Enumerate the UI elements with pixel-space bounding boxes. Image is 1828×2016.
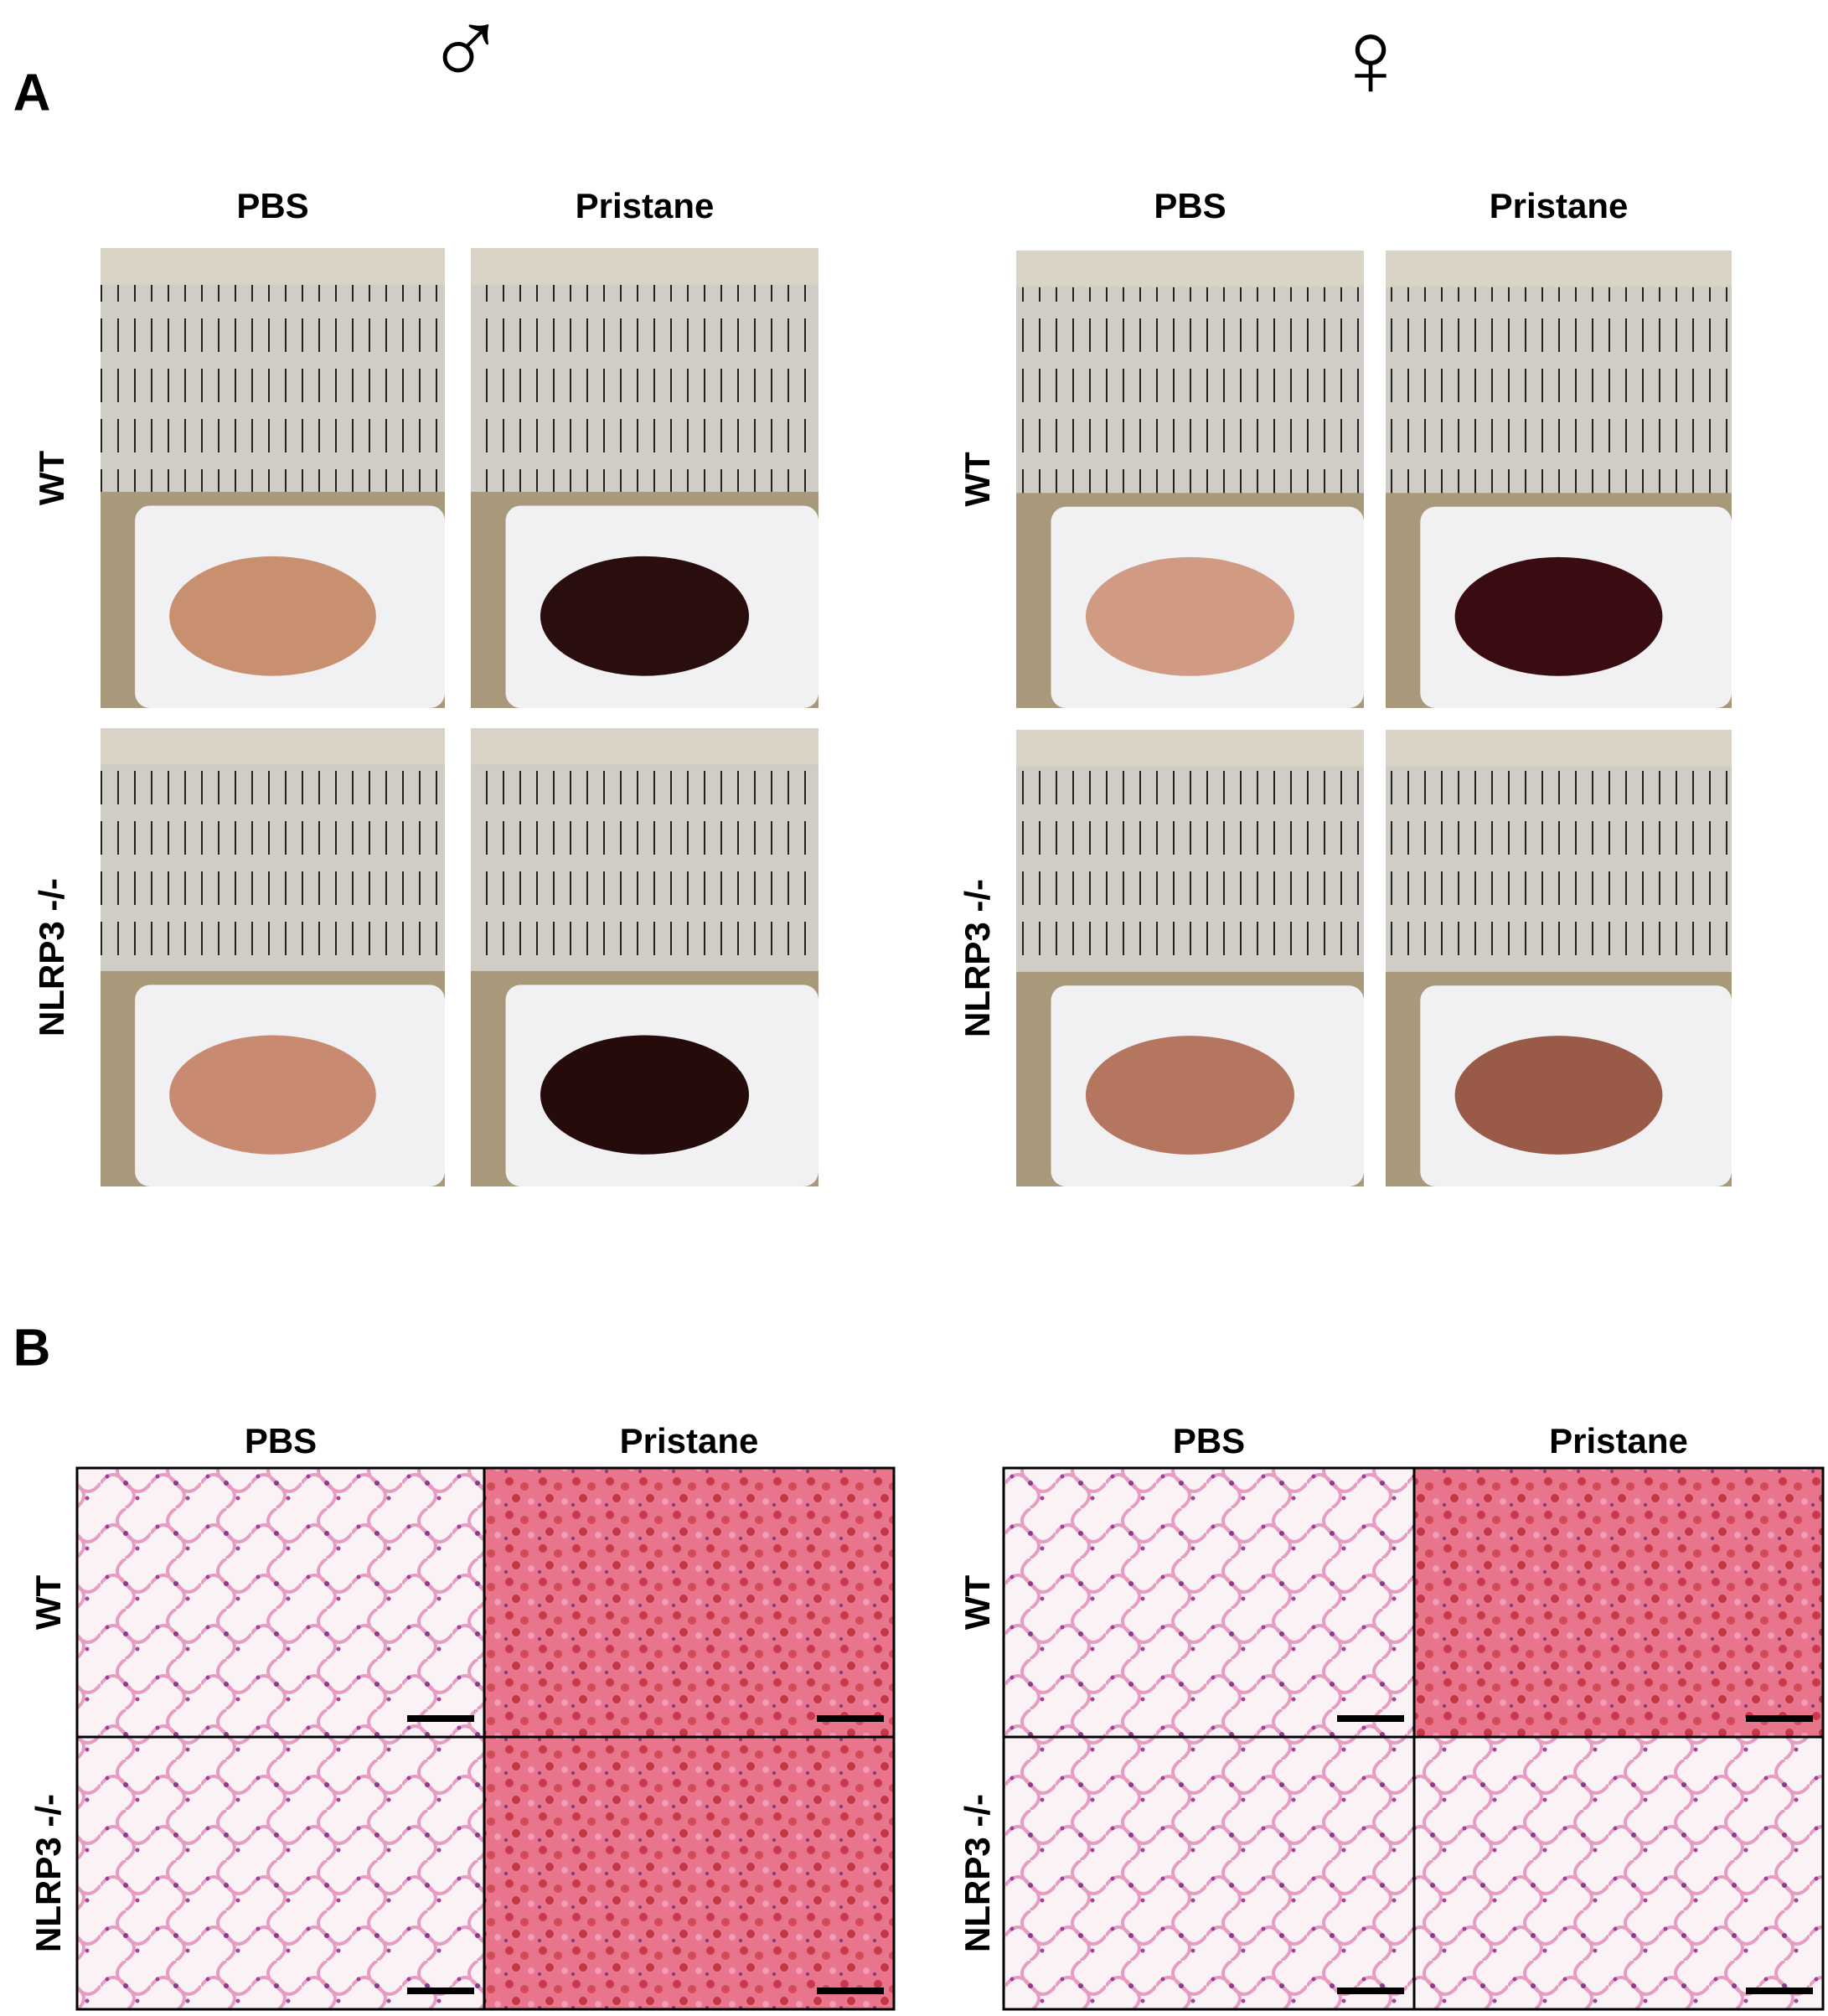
ruler-top: [471, 728, 818, 765]
ruler-top: [1016, 251, 1364, 287]
panel-label: B: [13, 1319, 51, 1377]
histology-image: [1412, 1735, 1825, 2011]
organ-photo: [1386, 251, 1732, 708]
histology-image: [483, 1466, 896, 1739]
ruler-top: [101, 728, 445, 765]
organ-photo: [471, 728, 818, 1186]
ruler-top: [471, 248, 818, 285]
column-header: Pristane: [1549, 1421, 1688, 1460]
organ: [1454, 556, 1663, 676]
row-label: NLRP3 -/-: [958, 1794, 997, 1952]
ruler-top: [1386, 251, 1732, 287]
organ: [540, 1035, 749, 1155]
ruler: [471, 284, 818, 492]
histology-image: [1002, 1466, 1416, 1739]
organ-photo: [1016, 251, 1364, 708]
organ-photo: [471, 248, 818, 708]
histology-image: [75, 1735, 486, 2011]
organ: [540, 556, 749, 676]
histology-image: [75, 1466, 486, 1739]
row-label: WT: [32, 451, 71, 506]
panel-label: A: [13, 64, 51, 121]
organ-photo: [1016, 730, 1364, 1186]
ruler: [471, 764, 818, 971]
row-label: WT: [28, 1575, 68, 1631]
organ: [1454, 1036, 1663, 1155]
column-header: Pristane: [620, 1421, 759, 1460]
organ-photo: [1386, 730, 1732, 1186]
sex-symbol: ♀: [1330, 0, 1412, 119]
organ: [1086, 1036, 1294, 1155]
sex-symbol: ♂: [425, 0, 507, 109]
organ-photo: [101, 248, 445, 708]
organ: [1086, 556, 1294, 676]
column-header: Pristane: [576, 186, 715, 225]
row-label: WT: [958, 452, 997, 507]
organ-photo: [101, 728, 445, 1186]
row-label: NLRP3 -/-: [28, 1794, 68, 1952]
row-label: NLRP3 -/-: [958, 879, 997, 1037]
organ: [169, 556, 376, 676]
ruler: [1386, 766, 1732, 972]
row-label: NLRP3 -/-: [32, 878, 71, 1036]
row-label: WT: [958, 1575, 997, 1631]
organ: [169, 1035, 376, 1155]
histology-image: [1412, 1466, 1825, 1739]
column-header: PBS: [1173, 1421, 1245, 1460]
histology-image: [483, 1735, 896, 2011]
column-header: Pristane: [1490, 186, 1629, 225]
ruler: [1016, 766, 1364, 972]
column-header: PBS: [1154, 186, 1226, 225]
column-header: PBS: [245, 1421, 317, 1460]
ruler-top: [101, 248, 445, 285]
ruler-top: [1386, 730, 1732, 767]
ruler: [101, 284, 445, 492]
ruler: [1386, 287, 1732, 494]
ruler: [101, 764, 445, 971]
ruler-top: [1016, 730, 1364, 767]
histology-image: [1002, 1735, 1416, 2011]
column-header: PBS: [236, 186, 308, 225]
ruler: [1016, 287, 1364, 494]
